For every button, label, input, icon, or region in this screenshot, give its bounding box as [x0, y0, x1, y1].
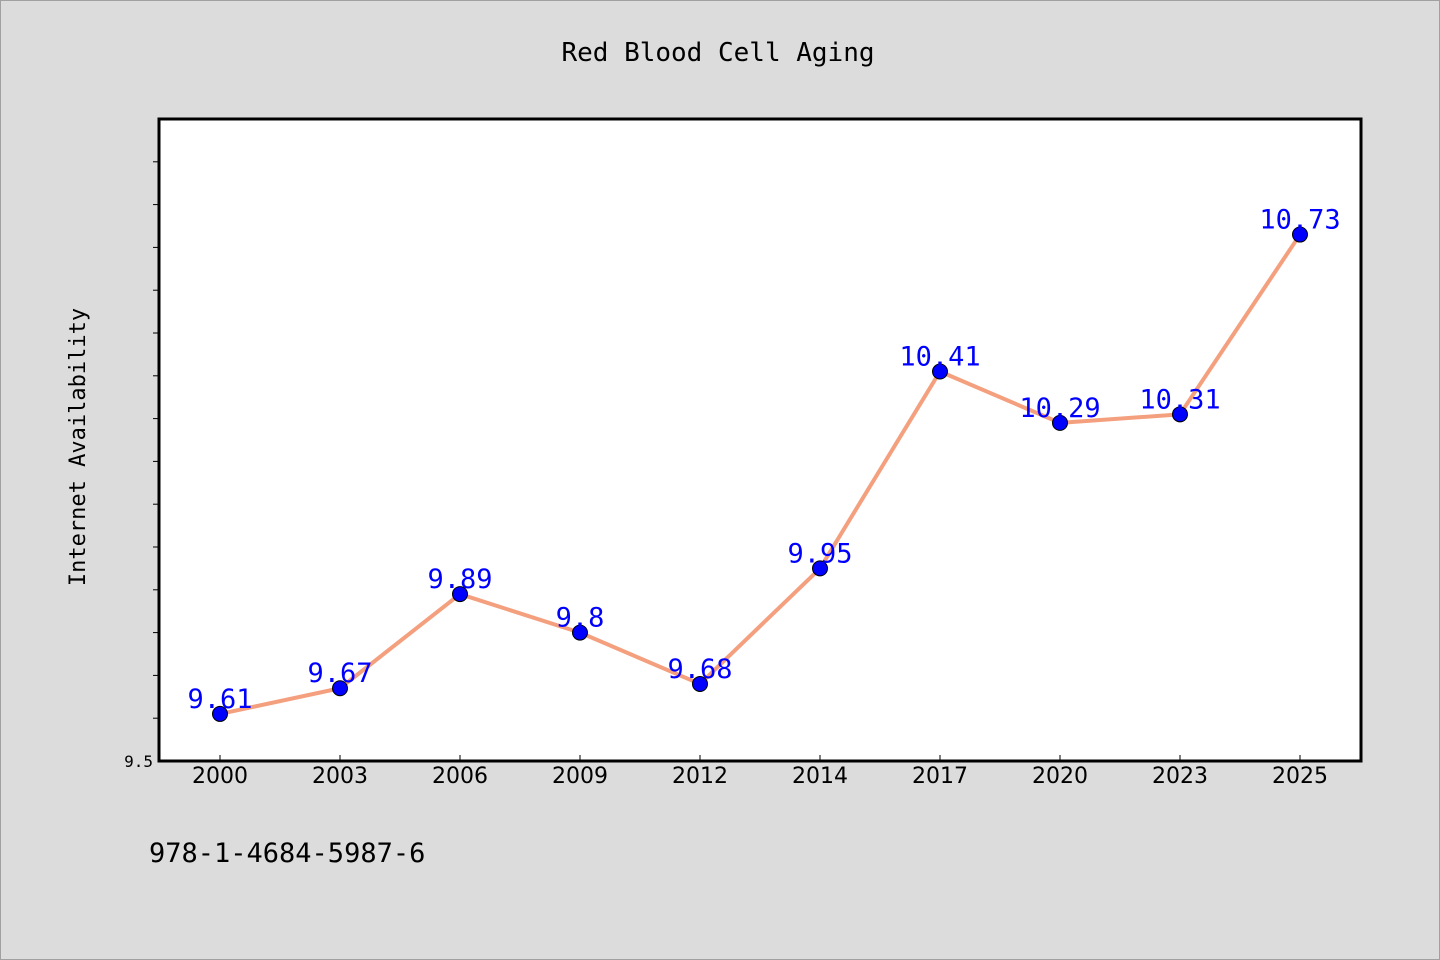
series-layer: [212, 226, 1308, 722]
data-label: 9.95: [787, 538, 852, 569]
x-tick-label: 2000: [192, 764, 248, 789]
data-point: [572, 624, 588, 641]
data-label: 9.8: [556, 603, 605, 634]
plot-area: [157, 117, 1363, 763]
y-axis-ticks: 9.5: [124, 161, 159, 771]
data-label: 9.61: [187, 684, 252, 715]
x-tick-label: 2009: [552, 764, 608, 789]
series-line: [218, 232, 1302, 716]
x-tick-label: 2012: [672, 764, 728, 789]
x-tick-label: 2003: [312, 764, 368, 789]
data-label: 9.68: [667, 654, 732, 685]
data-label: 9.89: [427, 564, 492, 595]
y-axis-label: Internet Availability: [66, 308, 91, 586]
data-point: [812, 560, 828, 577]
x-tick-label: 2020: [1032, 764, 1088, 789]
y-tick-label: 9.5: [124, 752, 153, 771]
chart-title: Red Blood Cell Aging: [561, 38, 874, 68]
x-tick-label: 2017: [912, 764, 968, 789]
data-point: [692, 675, 708, 692]
x-tick-label: 2023: [1152, 764, 1208, 789]
x-tick-label: 2006: [432, 764, 488, 789]
data-label: 9.67: [307, 658, 372, 689]
data-point: [1292, 226, 1308, 243]
data-point: [1172, 406, 1188, 423]
isbn-footer: 978-1-4684-5987-6: [149, 838, 425, 869]
data-label: 10.73: [1259, 205, 1340, 236]
data-point: [332, 680, 348, 697]
data-labels: 9.61 9.67 9.89 9.8 9.68 9.95 10.41 10.29 10.31 10…: [187, 205, 1340, 715]
data-label: 10.31: [1139, 384, 1220, 415]
x-tick-label: 2025: [1272, 764, 1328, 789]
data-label: 10.41: [899, 342, 980, 373]
data-point: [212, 705, 228, 722]
data-point: [452, 586, 468, 603]
x-tick-label: 2014: [792, 764, 848, 789]
data-point: [1052, 414, 1068, 431]
x-axis-ticks: 2000 2003 2006 2009 2012 2014 2017 2020 2023 2025: [192, 755, 1328, 789]
data-point: [932, 363, 948, 380]
data-label: 10.29: [1019, 393, 1100, 424]
